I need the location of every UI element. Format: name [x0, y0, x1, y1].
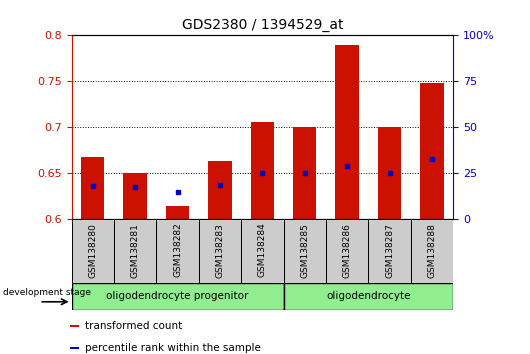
- Bar: [166, 206, 189, 219]
- Bar: [72, 283, 284, 310]
- Bar: [420, 83, 444, 219]
- Bar: [208, 161, 232, 219]
- Bar: [411, 219, 453, 283]
- Text: GSM138283: GSM138283: [216, 223, 224, 278]
- Bar: [251, 122, 274, 219]
- Bar: [81, 157, 104, 219]
- Text: oligodendrocyte progenitor: oligodendrocyte progenitor: [107, 291, 249, 302]
- Bar: [293, 127, 316, 219]
- Bar: [70, 325, 79, 327]
- Text: GSM138282: GSM138282: [173, 223, 182, 278]
- Bar: [72, 219, 114, 283]
- Bar: [326, 219, 368, 283]
- Text: GSM138280: GSM138280: [89, 223, 97, 278]
- Bar: [199, 219, 241, 283]
- Bar: [241, 219, 284, 283]
- Bar: [284, 219, 326, 283]
- Bar: [156, 219, 199, 283]
- Text: GSM138285: GSM138285: [301, 223, 309, 278]
- Bar: [123, 173, 147, 219]
- Bar: [284, 283, 453, 310]
- Text: percentile rank within the sample: percentile rank within the sample: [85, 343, 261, 353]
- Bar: [368, 219, 411, 283]
- Text: development stage: development stage: [3, 288, 91, 297]
- Text: oligodendrocyte: oligodendrocyte: [326, 291, 411, 302]
- Bar: [70, 347, 79, 349]
- Bar: [335, 45, 359, 219]
- Text: GSM138281: GSM138281: [131, 223, 139, 278]
- Text: GSM138287: GSM138287: [385, 223, 394, 278]
- Text: GSM138288: GSM138288: [428, 223, 436, 278]
- Text: transformed count: transformed count: [85, 321, 182, 331]
- Text: GSM138286: GSM138286: [343, 223, 351, 278]
- Bar: [378, 127, 401, 219]
- Text: GSM138284: GSM138284: [258, 223, 267, 278]
- Title: GDS2380 / 1394529_at: GDS2380 / 1394529_at: [182, 18, 343, 32]
- Bar: [114, 219, 156, 283]
